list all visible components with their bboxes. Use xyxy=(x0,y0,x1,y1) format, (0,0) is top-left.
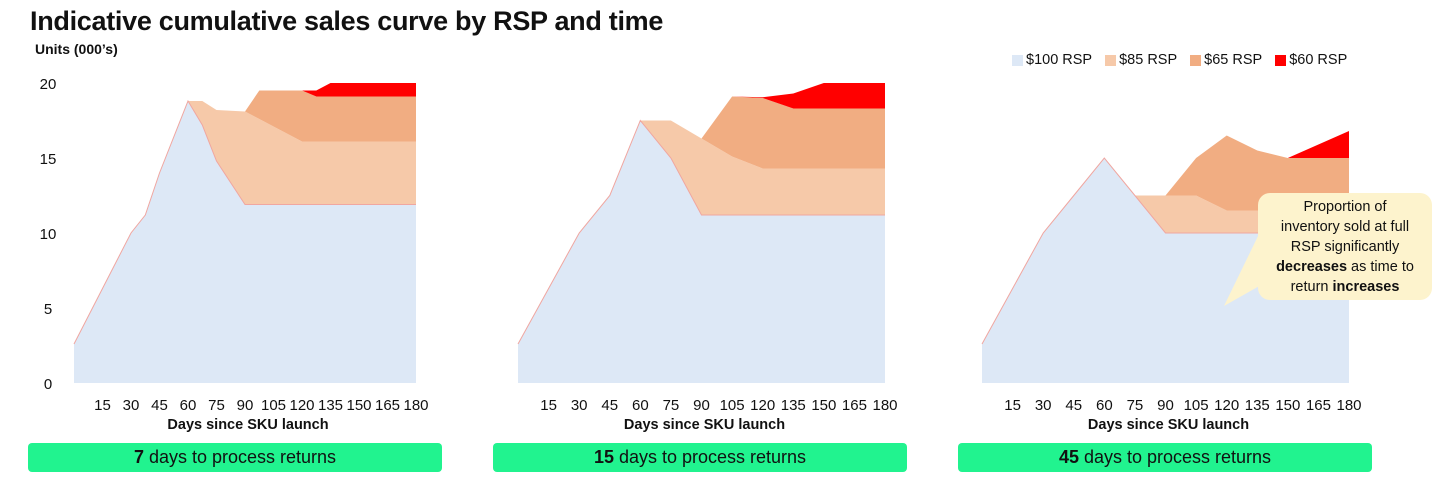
callout-emphasis: decreases xyxy=(1276,258,1348,275)
y-tick-label: 20 xyxy=(40,76,57,93)
legend-item-60: $60 RSP xyxy=(1275,52,1347,68)
insight-callout: Proportion of inventory sold at full RSP… xyxy=(1258,193,1432,300)
x-tick-label: 120 xyxy=(1214,397,1239,414)
x-tick-label: 105 xyxy=(720,397,745,414)
x-tick-label: 60 xyxy=(180,397,197,414)
x-tick-label: 15 xyxy=(1004,397,1021,414)
returns-days-text: days to process returns xyxy=(1083,447,1272,467)
legend-item-65: $65 RSP xyxy=(1190,52,1262,68)
chart-legend: $100 RSP $85 RSP $65 RSP $60 RSP xyxy=(1012,52,1347,68)
x-tick-label: 120 xyxy=(289,397,314,414)
legend-label-60: $60 RSP xyxy=(1289,52,1348,68)
callout-text: return xyxy=(1290,278,1333,295)
x-tick-label: 75 xyxy=(208,397,225,414)
area-series-65 xyxy=(74,90,416,344)
x-tick-label: 120 xyxy=(750,397,775,414)
returns-days-value: 7 xyxy=(133,447,144,467)
returns-days-value: 15 xyxy=(593,447,614,467)
area-series-85 xyxy=(518,120,885,344)
y-tick-label: 10 xyxy=(40,226,57,243)
returns-days-value: 45 xyxy=(1058,447,1079,467)
x-tick-label: 150 xyxy=(811,397,836,414)
x-tick-label: 90 xyxy=(693,397,710,414)
x-tick-label: 180 xyxy=(403,397,428,414)
x-tick-label: 60 xyxy=(1096,397,1113,414)
y-tick-label: 0 xyxy=(44,376,52,393)
y-tick-label: 15 xyxy=(40,151,57,168)
legend-swatch-85 xyxy=(1105,54,1117,66)
x-tick-label: 75 xyxy=(1127,397,1144,414)
x-tick-label: 165 xyxy=(375,397,400,414)
x-tick-label: 165 xyxy=(842,397,867,414)
x-tick-label: 135 xyxy=(781,397,806,414)
x-tick-label: 45 xyxy=(601,397,618,414)
legend-item-85: $85 RSP xyxy=(1105,52,1177,68)
x-tick-label: 45 xyxy=(1065,397,1082,414)
x-tick-label: 30 xyxy=(123,397,140,414)
returns-badge-7: 7 days to process returns xyxy=(28,443,442,472)
returns-days-text: days to process returns xyxy=(618,447,807,467)
callout-line: decreases as time to xyxy=(1258,257,1432,277)
x-axis-title: Days since SKU launch xyxy=(1088,417,1249,433)
returns-badge-45: 45 days to process returns xyxy=(958,443,1372,472)
x-tick-label: 45 xyxy=(151,397,168,414)
x-tick-label: 150 xyxy=(1275,397,1300,414)
legend-item-100: $100 RSP xyxy=(1012,52,1092,68)
x-tick-label: 90 xyxy=(1157,397,1174,414)
x-tick-label: 75 xyxy=(663,397,680,414)
area-series-100 xyxy=(518,120,885,383)
x-tick-label: 60 xyxy=(632,397,649,414)
area-series-100 xyxy=(982,158,1349,383)
legend-swatch-100 xyxy=(1012,54,1023,66)
x-axis-title: Days since SKU launch xyxy=(167,417,328,433)
x-tick-label: 165 xyxy=(1306,397,1331,414)
series-outline xyxy=(517,119,885,345)
area-series-100 xyxy=(74,101,416,383)
page-title: Indicative cumulative sales curve by RSP… xyxy=(30,6,664,36)
y-tick-label: 5 xyxy=(44,301,52,318)
legend-swatch-65 xyxy=(1190,54,1202,66)
x-tick-label: 15 xyxy=(540,397,557,414)
callout-line: Proportion of xyxy=(1303,198,1387,215)
callout-line: inventory sold at full xyxy=(1280,218,1410,235)
callout-line: RSP significantly xyxy=(1290,238,1400,255)
x-tick-label: 90 xyxy=(237,397,254,414)
x-tick-label: 135 xyxy=(1245,397,1270,414)
callout-emphasis: increases xyxy=(1332,278,1400,295)
x-tick-label: 180 xyxy=(1336,397,1361,414)
callout-line: return increases xyxy=(1258,277,1432,297)
x-tick-label: 180 xyxy=(872,397,897,414)
legend-label-65: $65 RSP xyxy=(1204,52,1263,68)
legend-label-100: $100 RSP xyxy=(1026,52,1093,68)
x-tick-label: 105 xyxy=(261,397,286,414)
x-tick-label: 15 xyxy=(94,397,111,414)
area-series-65 xyxy=(518,96,885,344)
x-tick-label: 30 xyxy=(571,397,588,414)
x-tick-label: 30 xyxy=(1035,397,1052,414)
area-series-85 xyxy=(74,101,416,344)
callout-text: as time to xyxy=(1347,258,1414,275)
area-series-60 xyxy=(982,131,1349,344)
x-tick-label: 135 xyxy=(318,397,343,414)
x-tick-label: 150 xyxy=(346,397,371,414)
returns-badge-15: 15 days to process returns xyxy=(493,443,907,472)
returns-days-text: days to process returns xyxy=(148,447,337,467)
x-axis-title: Days since SKU launch xyxy=(624,417,785,433)
area-series-65 xyxy=(982,135,1349,344)
legend-label-85: $85 RSP xyxy=(1119,52,1178,68)
legend-swatch-60 xyxy=(1275,54,1287,66)
x-tick-label: 105 xyxy=(1184,397,1209,414)
series-outline xyxy=(73,99,416,345)
y-axis-label: Units (000’s) xyxy=(35,41,118,57)
